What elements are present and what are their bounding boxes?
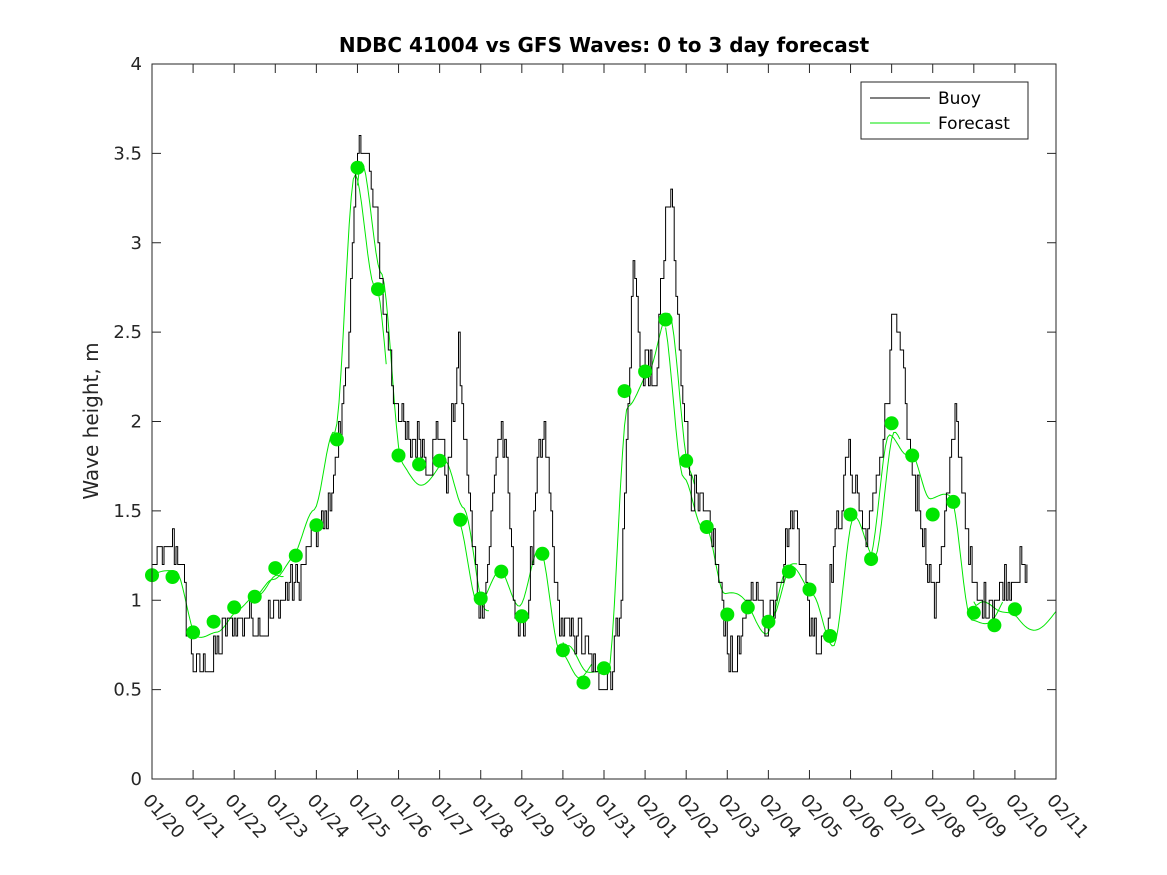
x-tick-label: 01/27 bbox=[426, 790, 476, 843]
buoy-line bbox=[152, 135, 1028, 691]
x-tick-label: 02/10 bbox=[1001, 790, 1051, 843]
forecast-point bbox=[288, 548, 303, 563]
forecast-point bbox=[638, 364, 653, 379]
x-tick-label: 02/11 bbox=[1042, 790, 1092, 843]
x-tick-label: 02/06 bbox=[837, 790, 887, 843]
forecast-point bbox=[925, 507, 940, 522]
x-tick-label: 01/24 bbox=[303, 790, 353, 843]
legend-forecast-label: Forecast bbox=[938, 114, 1010, 134]
forecast-point bbox=[699, 520, 714, 534]
forecast-point bbox=[247, 589, 262, 604]
forecast-point bbox=[884, 416, 899, 431]
forecast-point bbox=[473, 591, 488, 606]
forecast-point bbox=[329, 432, 344, 447]
forecast-point bbox=[802, 582, 817, 597]
y-tick-label: 1 bbox=[131, 590, 142, 611]
legend-buoy-label: Buoy bbox=[938, 89, 981, 109]
x-tick-label: 01/23 bbox=[262, 790, 312, 843]
x-tick-label: 02/04 bbox=[755, 790, 805, 843]
forecast-point bbox=[535, 546, 550, 561]
x-tick-label: 02/09 bbox=[960, 790, 1010, 843]
x-tick-label: 01/25 bbox=[344, 790, 394, 843]
forecast-point bbox=[350, 160, 365, 175]
forecast-point bbox=[555, 643, 570, 658]
y-tick-label: 2 bbox=[131, 412, 142, 433]
forecast-point bbox=[432, 453, 447, 468]
forecast-point bbox=[514, 609, 529, 624]
x-tick-label: 01/28 bbox=[467, 790, 517, 843]
forecast-point bbox=[781, 564, 796, 579]
forecast-point bbox=[1007, 602, 1022, 617]
forecast-point bbox=[576, 675, 591, 690]
y-tick-label: 4 bbox=[131, 54, 142, 75]
forecast-point bbox=[597, 661, 611, 676]
x-tick-label: 01/22 bbox=[220, 790, 270, 843]
chart-title: NDBC 41004 vs GFS Waves: 0 to 3 day fore… bbox=[339, 33, 870, 57]
buoy-series bbox=[152, 135, 1028, 691]
x-tick-label: 01/30 bbox=[549, 790, 599, 843]
forecast-point bbox=[987, 618, 1002, 633]
forecast-point bbox=[494, 564, 509, 579]
x-tick-label: 02/07 bbox=[878, 790, 928, 843]
y-tick-label: 0 bbox=[131, 769, 142, 790]
x-tick-label: 02/03 bbox=[714, 790, 764, 843]
forecast-point bbox=[761, 614, 776, 629]
x-tick-label: 02/08 bbox=[919, 790, 969, 843]
x-tick-label: 01/21 bbox=[179, 790, 229, 843]
forecast-point bbox=[309, 518, 324, 533]
x-tick-label: 02/02 bbox=[672, 790, 722, 843]
forecast-run-line bbox=[562, 312, 695, 675]
y-axis: 0 0.5 1 1.5 2 2.5 3 3.5 4 bbox=[113, 54, 1056, 790]
forecast-point bbox=[268, 561, 283, 576]
x-tick-label: 01/20 bbox=[138, 790, 188, 843]
forecast-run-line bbox=[357, 161, 489, 612]
forecast-point bbox=[966, 605, 981, 620]
y-axis-label: Wave height, m bbox=[79, 342, 103, 499]
legend: Buoy Forecast bbox=[860, 81, 1029, 140]
forecast-point bbox=[720, 607, 735, 622]
x-tick-label: 02/01 bbox=[631, 790, 681, 843]
y-tick-label: 3.5 bbox=[113, 143, 142, 164]
x-tick-label: 01/31 bbox=[590, 790, 640, 843]
forecast-point bbox=[453, 512, 468, 527]
forecast-point bbox=[206, 614, 221, 629]
forecast-point bbox=[391, 448, 406, 463]
forecast-point bbox=[679, 453, 694, 468]
forecast-point bbox=[658, 312, 673, 327]
y-tick-label: 0.5 bbox=[113, 680, 142, 701]
forecast-point bbox=[843, 507, 858, 522]
x-tick-label: 02/05 bbox=[796, 790, 846, 843]
forecast-point bbox=[186, 625, 201, 640]
forecast-point bbox=[823, 629, 837, 643]
forecast-run-line bbox=[254, 173, 387, 597]
forecast-point bbox=[371, 282, 385, 297]
x-tick-label: 01/26 bbox=[385, 790, 435, 843]
forecast-point bbox=[946, 494, 961, 509]
forecast-point bbox=[165, 570, 180, 584]
forecast-point bbox=[227, 600, 242, 615]
legend-box bbox=[860, 81, 1029, 140]
forecast-point bbox=[905, 448, 920, 463]
x-axis: 01/2001/2101/2201/2301/2401/2501/2601/27… bbox=[138, 64, 1093, 843]
forecast-point bbox=[412, 457, 427, 472]
forecast-run-line bbox=[870, 434, 1004, 625]
forecast-dots bbox=[145, 160, 1022, 690]
y-tick-label: 3 bbox=[131, 233, 142, 254]
x-tick-label: 01/29 bbox=[508, 790, 558, 843]
forecast-point bbox=[864, 552, 879, 567]
y-tick-label: 2.5 bbox=[113, 322, 142, 343]
y-tick-label: 1.5 bbox=[113, 501, 142, 522]
forecast-point bbox=[617, 384, 632, 399]
forecast-point bbox=[740, 600, 755, 615]
